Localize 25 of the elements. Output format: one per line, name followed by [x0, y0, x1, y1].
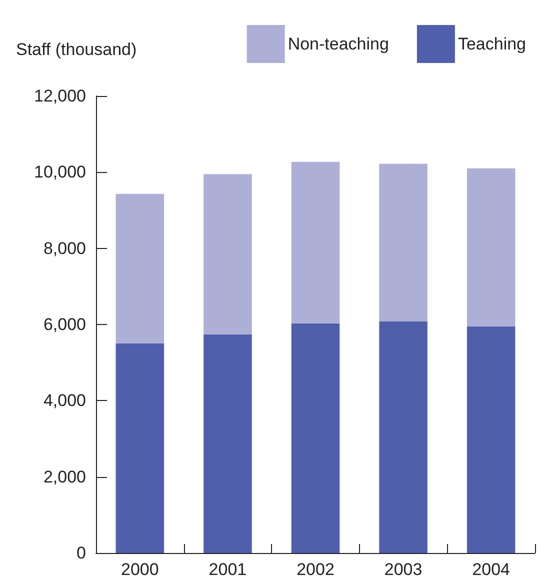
y-tick-label: 4,000: [43, 391, 86, 410]
bar: [291, 162, 340, 324]
x-tick-label: 2003: [384, 560, 422, 579]
legend-label: Teaching: [458, 34, 526, 54]
y-tick-label: 2,000: [43, 467, 86, 486]
bar: [466, 326, 516, 553]
y-tick-label: 12,000: [34, 86, 86, 106]
y-tick-label: 0: [76, 544, 86, 562]
x-tick-label: 2004: [472, 560, 510, 579]
y-tick-label: 10,000: [34, 162, 86, 182]
bar: [116, 344, 164, 553]
x-tick-label: 2000: [120, 560, 159, 579]
x-tick-label: 2002: [296, 560, 334, 579]
bar: [204, 334, 252, 553]
y-tick-label: 6,000: [43, 315, 86, 334]
bar: [116, 194, 164, 344]
x-tick-label: 2001: [208, 560, 247, 579]
y-tick-label: 8,000: [43, 238, 86, 258]
bar: [379, 164, 428, 322]
y-axis-title: Staff (thousand): [16, 40, 137, 59]
bar: [204, 174, 252, 334]
bar: [291, 323, 340, 553]
bar: [379, 321, 428, 553]
legend-label: Non-teaching: [288, 34, 389, 54]
bar: [466, 168, 516, 326]
